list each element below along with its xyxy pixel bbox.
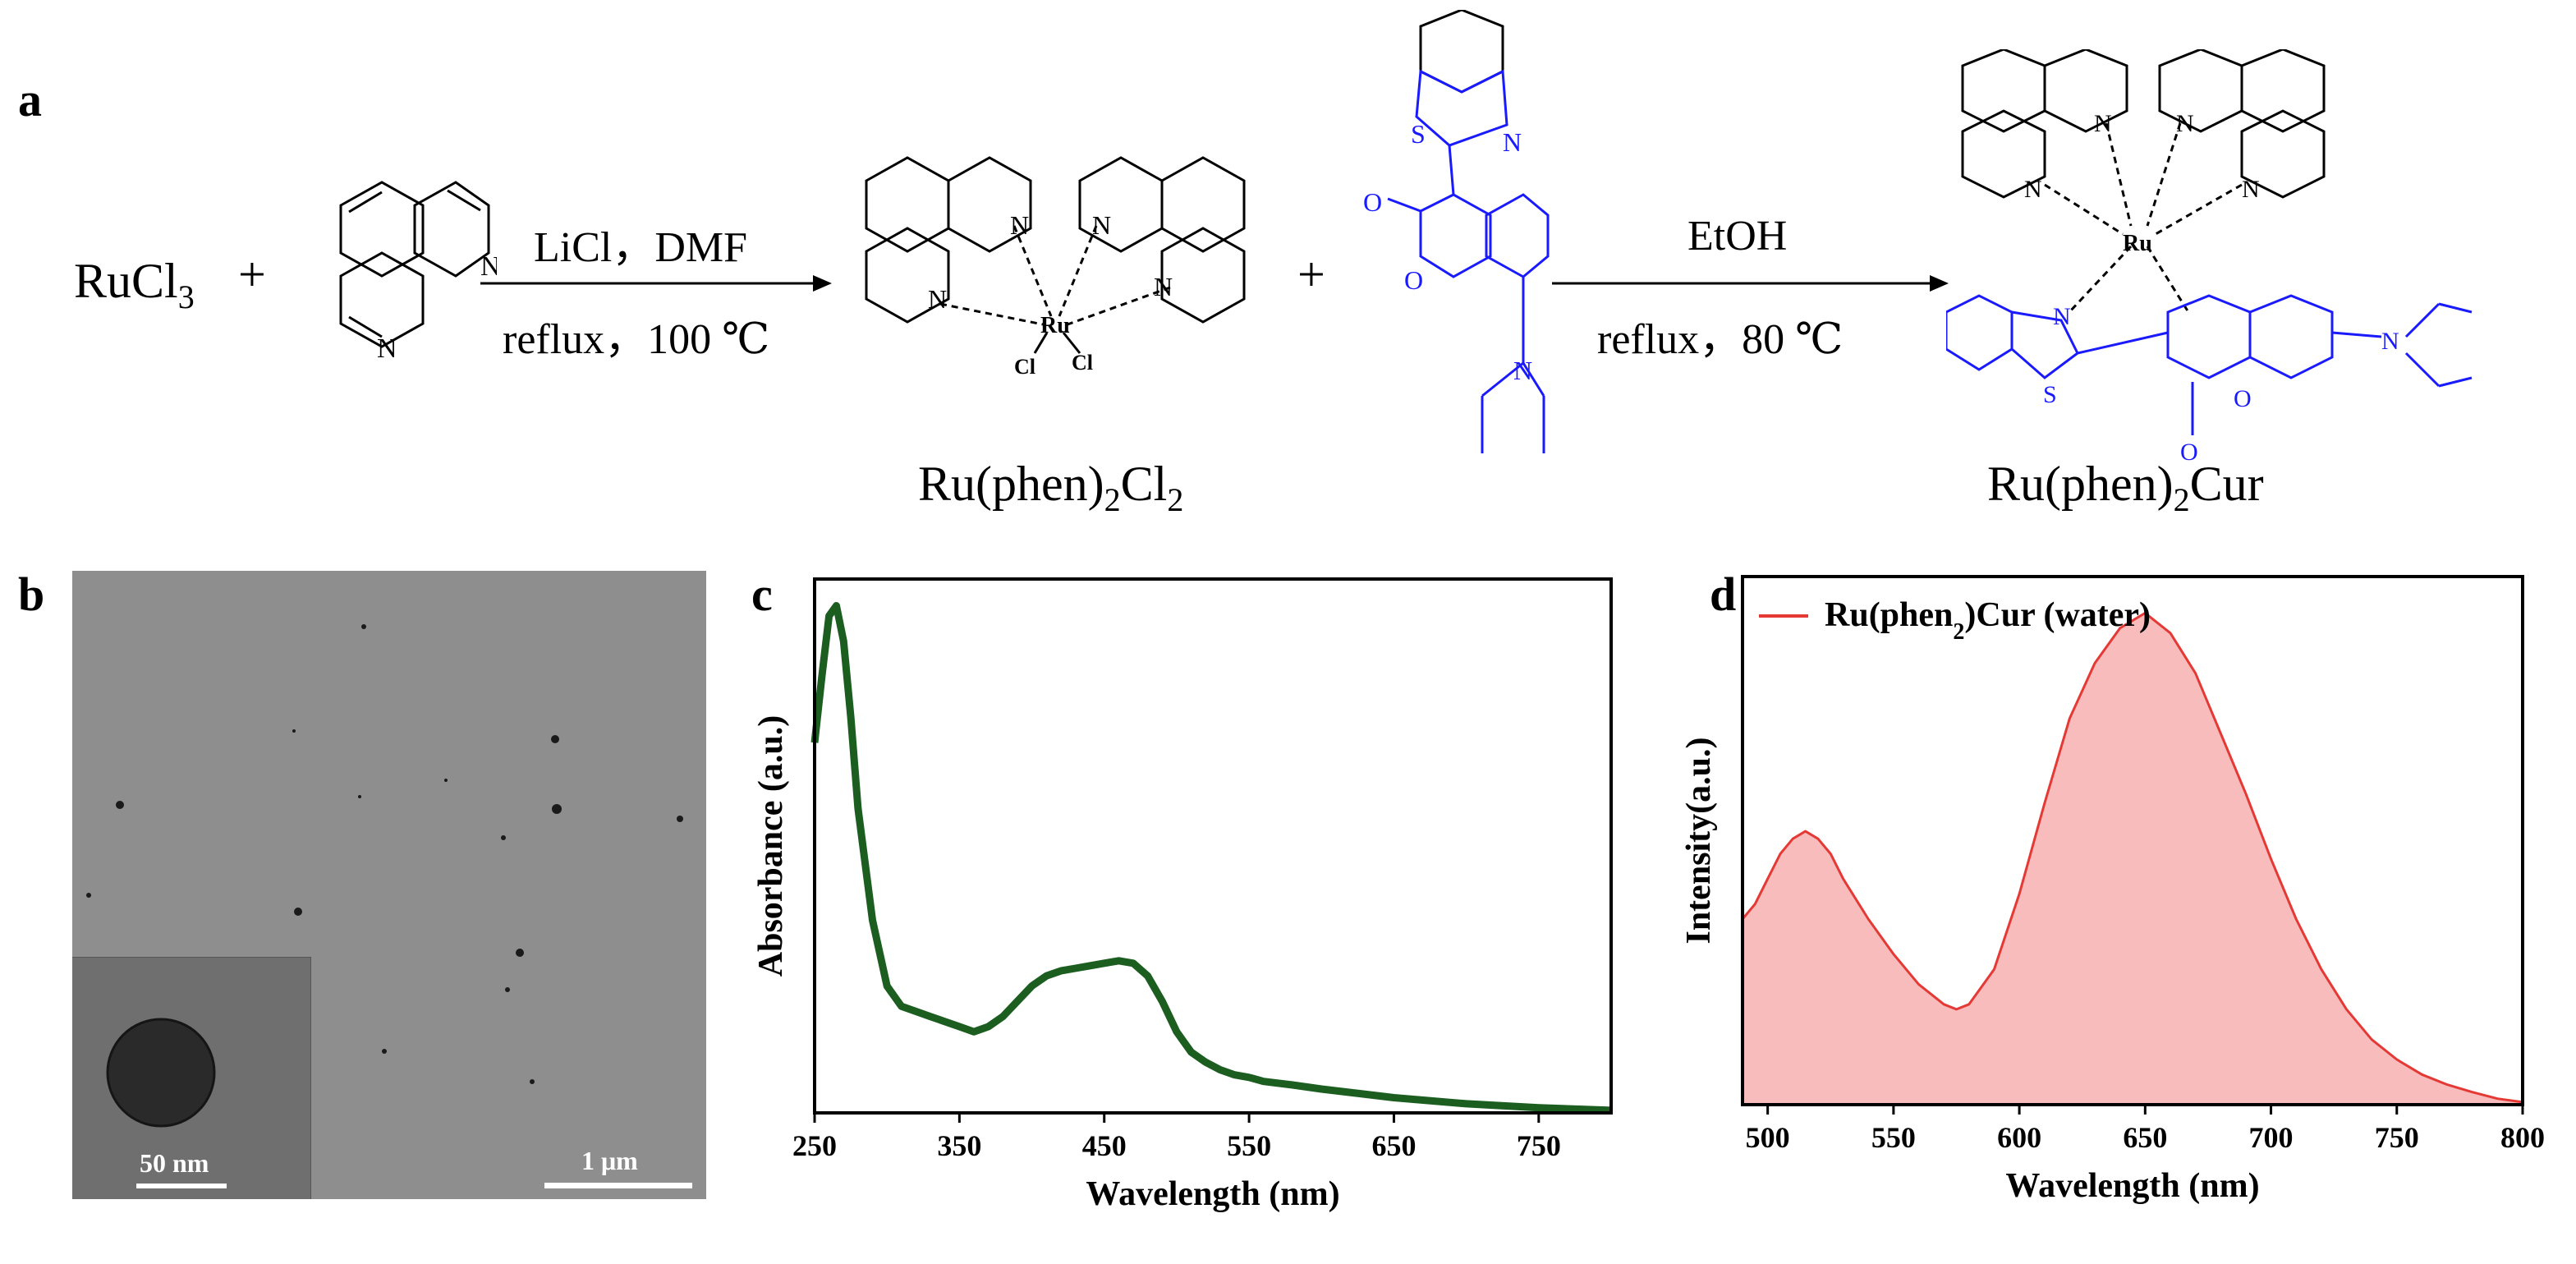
atom-ru: Ru (1040, 313, 1070, 338)
x-axis-title: Wavelength (nm) (2005, 1167, 2259, 1205)
atom-cl: Cl (1072, 351, 1093, 375)
x-tick-label: 600 (1997, 1121, 2041, 1154)
series-line (1741, 611, 2523, 1104)
x-tick-label: 750 (2375, 1121, 2419, 1154)
tem-inset: 50 nm (72, 957, 311, 1199)
atom-o: O (2180, 439, 2198, 466)
atom-n: N (1092, 210, 1111, 240)
x-tick-label: 800 (2500, 1121, 2545, 1154)
x-tick-label: 750 (1517, 1129, 1561, 1162)
y-axis-title: Intensity(a.u.) (1680, 737, 1718, 944)
series-area (1743, 613, 2523, 1105)
atom-n: N (1513, 356, 1532, 385)
atom-n: N (2381, 328, 2399, 355)
plot-frame (1741, 575, 2524, 1106)
x-tick-label: 650 (2123, 1121, 2167, 1154)
atom-n: N (1010, 210, 1029, 240)
panel-label-b: b (18, 568, 45, 621)
atom-o: O (1363, 187, 1382, 217)
plus-sign-2: + (1297, 247, 1325, 301)
phenanthroline-structure: N N (339, 181, 497, 364)
atom-cl: Cl (1014, 355, 1035, 379)
atom-n: N (2024, 176, 2042, 203)
atom-s: S (2043, 381, 2057, 408)
x-tick-label: 350 (937, 1129, 981, 1162)
reactant-rucl3: RuCl3 (74, 254, 195, 315)
x-axis-title: Wavelength (nm) (1086, 1175, 1339, 1213)
x-tick-label: 550 (1227, 1129, 1271, 1162)
atom-o: O (1404, 265, 1423, 295)
series-line (810, 602, 1612, 1115)
x-tick-label: 700 (2249, 1121, 2294, 1154)
legend-label: Ru(phen2)Cur (water) (1825, 596, 2151, 645)
main-scale-label: 1 μm (581, 1146, 638, 1175)
step2-reagents: EtOH (1687, 213, 1788, 260)
tem-inset-particle (106, 1018, 227, 1188)
coumarin-ligand-structure: S N O O N (1363, 10, 1550, 453)
x-tick-label: 450 (1082, 1129, 1127, 1162)
atom-n: N (480, 251, 497, 282)
x-tick-label: 500 (1746, 1121, 1790, 1154)
atom-n: N (1503, 127, 1522, 157)
plot-frame (813, 577, 1613, 1115)
x-tick-label: 250 (792, 1129, 837, 1162)
step1-conditions: reflux，100 ℃ (503, 316, 770, 363)
plus-sign-1: + (238, 247, 266, 301)
reaction-arrow-2 (1552, 275, 1949, 292)
intermediate-label: Ru(phen)2Cl2 (918, 457, 1184, 518)
ru-phen2-cl2-structure: N N N N Ru Cl Cl (865, 156, 1246, 379)
tem-particles (86, 624, 683, 1084)
reaction-arrow-1 (480, 275, 832, 292)
panel-label-a: a (18, 73, 42, 126)
x-tick-label: 550 (1871, 1121, 1916, 1154)
atom-n: N (2242, 176, 2260, 203)
atom-s: S (1411, 119, 1426, 149)
step1-reagents: LiCl，DMF (534, 224, 748, 271)
atom-ru: Ru (2123, 231, 2152, 256)
atom-n: N (928, 284, 947, 314)
panel-label-c: c (751, 568, 773, 621)
inset-scale-label: 50 nm (140, 1148, 209, 1178)
ru-phen2-cur-structure: N N N N Ru N S O O N (1946, 49, 2473, 466)
atom-n: N (2094, 110, 2112, 137)
x-tick-label: 650 (1371, 1129, 1416, 1162)
emission-chart: 500 550 600 650 700 750 800 Wavelength (nm) Inte… (1680, 575, 2545, 1205)
product-label: Ru(phen)2Cur (1987, 457, 2264, 518)
panel-label-d: d (1710, 568, 1737, 621)
tem-image: 50 nm 1 μm (72, 571, 706, 1199)
atom-n: N (377, 333, 397, 364)
step2-conditions: reflux，80 ℃ (1597, 316, 1844, 363)
absorbance-chart: 250 350 450 550 650 750 Wavelength (nm) Absorba… (752, 577, 1613, 1213)
main-scale-bar (544, 1183, 692, 1188)
atom-n: N (2176, 110, 2194, 137)
y-axis-title: Absorbance (a.u.) (752, 715, 790, 977)
atom-o: O (2234, 385, 2252, 412)
atom-n: N (2053, 303, 2071, 330)
atom-n: N (1154, 272, 1173, 301)
